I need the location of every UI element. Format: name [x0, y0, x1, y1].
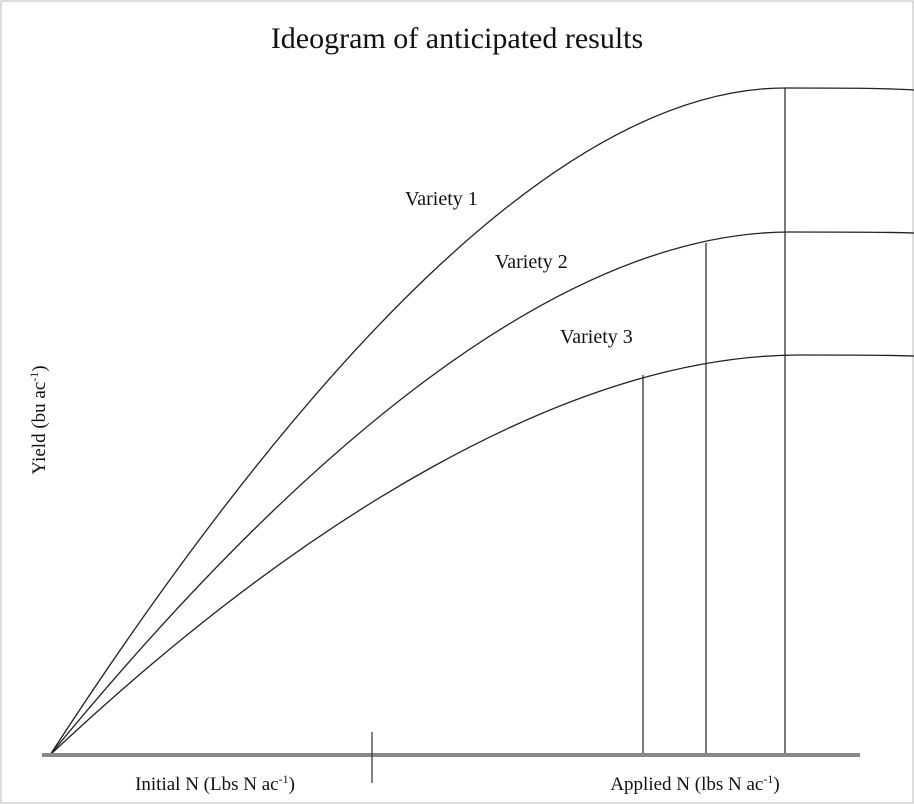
- curve-variety-3: [49, 354, 914, 756]
- curve-variety-1: [49, 87, 914, 756]
- curve-label: Variety 1: [405, 188, 478, 210]
- x-axis-label: Applied N (lbs N ac-1): [610, 772, 779, 795]
- y-axis-label: Yield (bu ac-1): [27, 365, 50, 474]
- curve-label: Variety 3: [560, 326, 633, 348]
- x-axis-label: Initial N (Lbs N ac-1): [135, 772, 295, 795]
- label-suffix: ): [29, 365, 50, 371]
- curve-label: Variety 2: [495, 251, 568, 273]
- label-superscript: -1: [27, 372, 41, 382]
- label-text: Initial N (Lbs N ac: [135, 774, 279, 795]
- label-text: Applied N (lbs N ac: [610, 774, 763, 795]
- curve-variety-2: [49, 231, 914, 756]
- label-suffix: ): [773, 774, 779, 795]
- label-text: Yield (bu ac: [29, 382, 50, 475]
- label-superscript: -1: [763, 772, 773, 786]
- label-superscript: -1: [279, 772, 289, 786]
- title: Ideogram of anticipated results: [271, 22, 643, 55]
- label-suffix: ): [289, 774, 295, 795]
